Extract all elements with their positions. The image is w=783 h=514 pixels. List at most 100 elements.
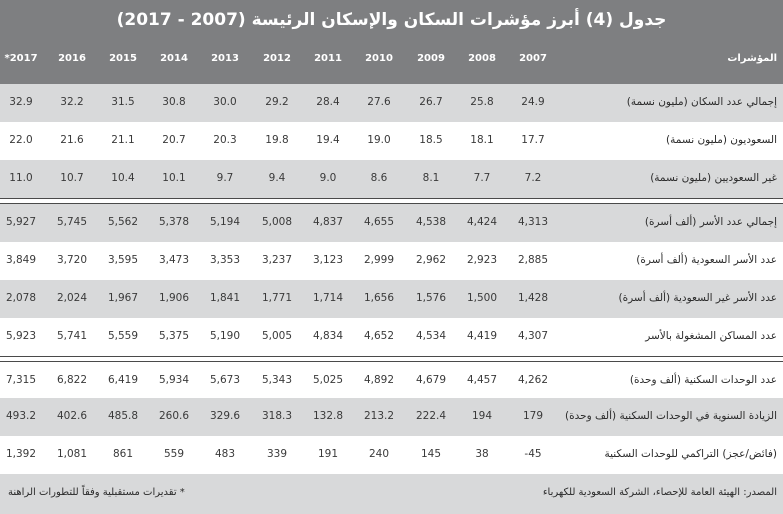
year-header: *2017 (4, 53, 38, 64)
cell: 8.6 (370, 172, 388, 184)
cell: 7,315 (5, 374, 37, 386)
cell: 260.6 (158, 410, 190, 422)
cell: 3,473 (158, 254, 190, 266)
cell: 18.1 (470, 134, 494, 146)
cell: 191 (317, 448, 339, 460)
table-row: عدد الأسر غير السعودية (ألف أسرة) 1,428 … (0, 280, 783, 318)
cell: 485.8 (107, 410, 139, 422)
cell: 3,720 (56, 254, 88, 266)
cell: 20.3 (213, 134, 237, 146)
cell: 493.2 (5, 410, 37, 422)
cell: 2,999 (363, 254, 395, 266)
cell: 1,967 (107, 292, 139, 304)
cell: 29.2 (265, 96, 289, 108)
cell: 10.7 (60, 172, 84, 184)
row-label: عدد المساكن المشغولة بالأسر (645, 330, 777, 342)
year-header: 2015 (109, 53, 137, 64)
cell: 1,500 (466, 292, 498, 304)
cell: -45 (524, 448, 542, 460)
cell: 22.0 (9, 134, 33, 146)
cell: 38 (475, 448, 489, 460)
section-divider (0, 356, 783, 362)
year-header: 2012 (263, 53, 291, 64)
cell: 1,081 (56, 448, 88, 460)
cell: 3,595 (107, 254, 139, 266)
row-label: عدد الأسر غير السعودية (ألف أسرة) (618, 292, 777, 304)
cell: 1,656 (363, 292, 395, 304)
cell: 5,559 (107, 330, 139, 342)
cell: 5,343 (261, 374, 293, 386)
cell: 483 (214, 448, 236, 460)
year-header: 2013 (211, 53, 239, 64)
row-label: إجمالي عدد الأسر (ألف أسرة) (644, 216, 777, 228)
cell: 329.6 (209, 410, 241, 422)
cell: 5,378 (158, 216, 190, 228)
year-header: 2008 (468, 53, 496, 64)
row-label: إجمالي عدد السكان (مليون نسمة) (626, 96, 777, 108)
cell: 4,534 (415, 330, 447, 342)
row-label: عدد الوحدات السكنية (ألف وحدة) (629, 374, 777, 386)
cell: 7.7 (473, 172, 491, 184)
cell: 4,655 (363, 216, 395, 228)
cell: 27.6 (367, 96, 391, 108)
cell: 5,375 (158, 330, 190, 342)
cell: 1,392 (5, 448, 37, 460)
table-header: جدول (4) أبرز مؤشرات السكان والإسكان الر… (0, 0, 783, 84)
cell: 5,934 (158, 374, 190, 386)
year-header: 2009 (417, 53, 445, 64)
cell: 4,419 (466, 330, 498, 342)
cell: 30.0 (213, 96, 237, 108)
cell: 2,078 (5, 292, 37, 304)
cell: 213.2 (363, 410, 395, 422)
cell: 1,714 (312, 292, 344, 304)
cell: 339 (266, 448, 288, 460)
cell: 6,419 (107, 374, 139, 386)
cell: 6,822 (56, 374, 88, 386)
cell: 2,024 (56, 292, 88, 304)
cell: 1,906 (158, 292, 190, 304)
cell: 2,923 (466, 254, 498, 266)
cell: 19.8 (265, 134, 289, 146)
cell: 9.7 (216, 172, 234, 184)
cell: 240 (368, 448, 390, 460)
table-row: غير السعوديين (مليون نسمة) 7.2 7.7 8.1 8… (0, 160, 783, 198)
cell: 19.4 (316, 134, 340, 146)
cell: 26.7 (419, 96, 443, 108)
table-row: الزيادة السنوية في الوحدات السكنية (ألف … (0, 398, 783, 436)
cell: 1,841 (209, 292, 241, 304)
cell: 4,262 (517, 374, 549, 386)
cell: 19.0 (367, 134, 391, 146)
cell: 3,237 (261, 254, 293, 266)
table-title: جدول (4) أبرز مؤشرات السكان والإسكان الر… (116, 10, 667, 30)
cell: 4,892 (363, 374, 395, 386)
table-row: عدد المساكن المشغولة بالأسر 4,307 4,419 … (0, 318, 783, 356)
table-row: إجمالي عدد السكان (مليون نسمة) 24.9 25.8… (0, 84, 783, 122)
cell: 21.6 (60, 134, 84, 146)
cell: 4,652 (363, 330, 395, 342)
cell: 559 (163, 448, 185, 460)
cell: 4,834 (312, 330, 344, 342)
cell: 5,673 (209, 374, 241, 386)
cell: 8.1 (422, 172, 440, 184)
year-header: 2010 (365, 53, 393, 64)
cell: 3,849 (5, 254, 37, 266)
cell: 5,562 (107, 216, 139, 228)
table-footer: المصدر: الهيئة العامة للإحصاء، الشركة ال… (0, 474, 783, 514)
cell: 194 (471, 410, 493, 422)
table-row: عدد الوحدات السكنية (ألف وحدة) 4,262 4,4… (0, 362, 783, 400)
cell: 32.9 (9, 96, 33, 108)
cell: 5,927 (5, 216, 37, 228)
cell: 10.4 (111, 172, 135, 184)
row-label: (فائض/عجز) التراكمي للوحدات السكنية (604, 448, 777, 460)
cell: 5,005 (261, 330, 293, 342)
cell: 3,123 (312, 254, 344, 266)
cell: 28.4 (316, 96, 340, 108)
cell: 1,576 (415, 292, 447, 304)
cell: 32.2 (60, 96, 84, 108)
cell: 5,741 (56, 330, 88, 342)
cell: 5,194 (209, 216, 241, 228)
cell: 4,313 (517, 216, 549, 228)
cell: 861 (112, 448, 134, 460)
cell: 132.8 (312, 410, 344, 422)
